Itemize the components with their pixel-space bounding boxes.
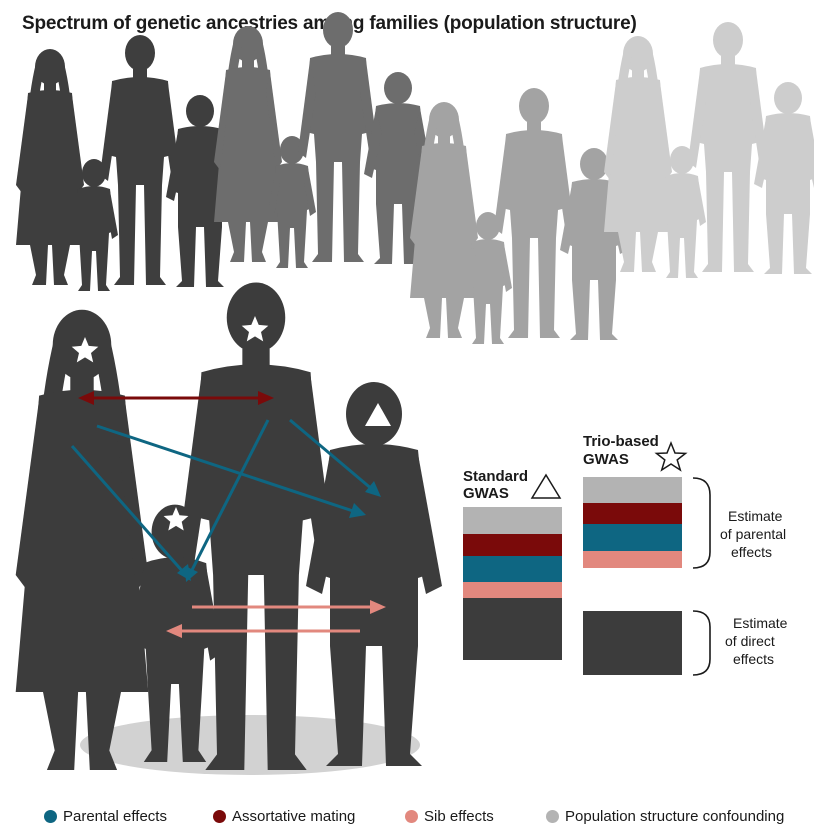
legend-item-assortative: Assortative mating	[213, 808, 355, 825]
legend-item-population: Population structure confounding	[546, 808, 784, 825]
legend-item-parental: Parental effects	[44, 808, 167, 825]
standard-assortative-segment	[463, 534, 562, 556]
trio-gwas-label-2: GWAS	[583, 451, 629, 468]
sibling-triangle-icon	[365, 403, 391, 426]
standard-direct-segment	[463, 598, 562, 660]
legend: Parental effects Assortative mating Sib …	[0, 808, 814, 832]
family-silhouettes-1	[16, 35, 234, 291]
standard-gwas-label-1: Standard	[463, 468, 528, 485]
direct-bracket	[692, 610, 711, 676]
ground-shadow	[80, 715, 420, 775]
legend-label-assortative: Assortative mating	[232, 808, 356, 825]
father-star-icon	[241, 316, 269, 342]
child-star-icon	[163, 507, 189, 531]
parental-dot-icon	[44, 810, 57, 823]
assortative-dot-icon	[213, 810, 226, 823]
legend-label-sib: Sib effects	[424, 808, 494, 825]
family-silhouettes-4	[604, 22, 814, 278]
trio-assortative-segment	[583, 503, 682, 524]
assortative-mating-arrow	[78, 391, 274, 405]
parental-estimate-label-3: effects	[731, 544, 772, 560]
standard-population-segment	[463, 507, 562, 534]
trio-direct-segment	[583, 611, 682, 675]
sib-dot-icon	[405, 810, 418, 823]
parental-effect-arrows	[70, 418, 381, 582]
mother-star-icon	[71, 337, 99, 363]
legend-label-parental: Parental effects	[63, 808, 167, 825]
population-dot-icon	[546, 810, 559, 823]
standard-parental-segment	[463, 556, 562, 582]
direct-estimate-label-1: Estimate	[733, 615, 788, 631]
family-silhouettes-3	[410, 88, 628, 344]
standard-sib-segment	[463, 582, 562, 598]
parental-estimate-label-1: Estimate	[728, 508, 783, 524]
family-silhouettes-2	[214, 12, 432, 268]
trio-population-segment	[583, 477, 682, 503]
standard-gwas-label-2: GWAS	[463, 485, 509, 502]
sib-effect-arrows	[166, 600, 386, 638]
star-icon	[654, 440, 688, 472]
triangle-icon	[530, 473, 562, 499]
legend-item-sib: Sib effects	[405, 808, 494, 825]
parental-bracket	[692, 477, 711, 569]
legend-label-population: Population structure confounding	[565, 808, 785, 825]
direct-estimate-label-2: of direct	[725, 633, 775, 649]
trio-parental-segment	[583, 524, 682, 551]
direct-estimate-label-3: effects	[733, 651, 774, 667]
trio-gwas-block: Trio-based GWAS Estimate of parental eff…	[583, 433, 788, 676]
standard-gwas-block: Standard GWAS	[463, 468, 562, 660]
trio-gwas-label-1: Trio-based	[583, 433, 659, 450]
parental-estimate-label-2: of parental	[720, 526, 786, 542]
trio-sib-segment	[583, 551, 682, 568]
